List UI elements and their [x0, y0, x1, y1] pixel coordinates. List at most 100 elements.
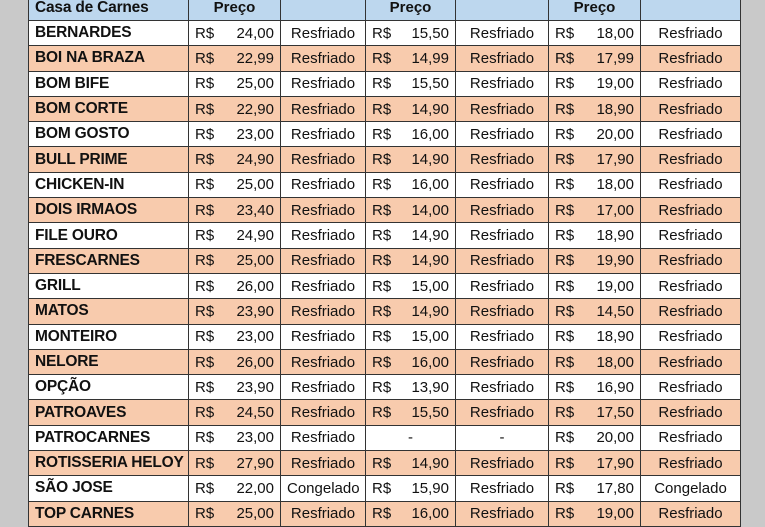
currency-label: R$ — [195, 378, 215, 396]
table-row: BOM CORTE R$ 22,90 Resfriado R$ 14,90 Resfriad… — [28, 95, 741, 123]
price-value: 24,90 — [236, 151, 274, 169]
table-row: BULL PRIME R$ 24,90 Resfriado R$ 14,90 Resfria… — [28, 146, 741, 173]
currency-label: R$ — [195, 479, 215, 497]
price-value: 17,90 — [596, 454, 634, 472]
price-value: 18,00 — [596, 353, 634, 371]
status-cell: Resfriado — [280, 247, 366, 274]
status-cell: Resfriado — [280, 146, 366, 173]
currency-label: R$ — [555, 24, 575, 42]
price-value: 17,50 — [596, 404, 634, 422]
price-cell: R$ 18,00 — [548, 348, 641, 376]
status-cell: Resfriado — [280, 374, 366, 401]
currency-label: R$ — [555, 176, 575, 194]
status-cell: Resfriado — [640, 197, 741, 224]
status-cell: Resfriado — [455, 70, 549, 97]
status-cell: Resfriado — [640, 247, 741, 274]
currency-label: R$ — [372, 201, 392, 219]
price-value: 20,00 — [596, 125, 634, 143]
price-cell: R$ 19,90 — [548, 247, 641, 274]
price-value: 23,00 — [236, 429, 274, 447]
price-value: 14,99 — [411, 49, 449, 67]
price-value: 20,00 — [596, 429, 634, 447]
price-value: 18,00 — [596, 176, 634, 194]
currency-label: R$ — [372, 227, 392, 245]
price-cell: R$ 15,00 — [365, 323, 456, 350]
price-value: 22,90 — [236, 100, 274, 118]
price-cell-empty: - — [365, 424, 456, 452]
status-cell: Resfriado — [640, 424, 741, 452]
currency-label: R$ — [372, 378, 392, 396]
store-name: MATOS — [28, 298, 189, 325]
status-cell: Resfriado — [455, 500, 549, 527]
price-value: 17,99 — [596, 49, 634, 67]
price-cell: R$ 14,90 — [365, 146, 456, 173]
currency-label: R$ — [195, 125, 215, 143]
currency-label: R$ — [555, 454, 575, 472]
price-cell: R$ 24,90 — [188, 146, 281, 173]
header-status-1 — [280, 0, 366, 21]
currency-label: R$ — [195, 227, 215, 245]
price-value: 19,90 — [596, 252, 634, 270]
price-value: 18,00 — [596, 24, 634, 42]
price-value: 15,50 — [411, 24, 449, 42]
price-cell: R$ 14,99 — [365, 45, 456, 72]
price-value: 14,90 — [411, 227, 449, 245]
status-cell: Resfriado — [455, 45, 549, 72]
table-row: MONTEIRO R$ 23,00 Resfriado R$ 15,00 Resfriado… — [28, 323, 741, 350]
table-row: CHICKEN-IN R$ 25,00 Resfriado R$ 16,00 Resfria… — [28, 171, 741, 199]
status-cell: Resfriado — [455, 247, 549, 274]
price-value: 13,90 — [411, 378, 449, 396]
store-name: BOI NA BRAZA — [28, 45, 189, 72]
currency-label: R$ — [372, 505, 392, 523]
store-name: NELORE — [28, 348, 189, 376]
price-value: 27,90 — [236, 454, 274, 472]
header-price-3: Preço — [548, 0, 641, 21]
store-name: GRILL — [28, 272, 189, 300]
currency-label: R$ — [195, 505, 215, 523]
price-value: 17,00 — [596, 201, 634, 219]
table-row: FRESCARNES R$ 25,00 Resfriado R$ 14,90 Resfria… — [28, 247, 741, 274]
currency-label: R$ — [195, 176, 215, 194]
price-table-container: Casa de Carnes Preço Preço Preço BERNARD… — [28, 0, 741, 527]
currency-label: R$ — [372, 49, 392, 67]
price-cell: R$ 19,00 — [548, 272, 641, 300]
price-value: 14,90 — [411, 100, 449, 118]
price-value: 16,90 — [596, 378, 634, 396]
currency-label: R$ — [555, 252, 575, 270]
currency-label: R$ — [372, 252, 392, 270]
price-value: 17,90 — [596, 151, 634, 169]
price-value: 14,90 — [411, 302, 449, 320]
status-cell: Resfriado — [640, 348, 741, 376]
table-row: BOM GOSTO R$ 23,00 Resfriado R$ 16,00 Resfriad… — [28, 121, 741, 148]
status-cell: Resfriado — [280, 450, 366, 477]
price-value: 18,90 — [596, 100, 634, 118]
status-cell: Resfriado — [455, 323, 549, 350]
price-value: 16,00 — [411, 353, 449, 371]
status-cell: Resfriado — [280, 348, 366, 376]
currency-label: R$ — [195, 429, 215, 447]
price-cell: R$ 24,50 — [188, 399, 281, 426]
status-cell: Resfriado — [455, 146, 549, 173]
price-value: 23,00 — [236, 328, 274, 346]
price-cell: R$ 15,50 — [365, 399, 456, 426]
table-row: PATROCARNES R$ 23,00 Resfriado - - R$ 20,00 Resf… — [28, 424, 741, 452]
currency-label: R$ — [555, 75, 575, 93]
price-value: 18,90 — [596, 227, 634, 245]
status-cell: Resfriado — [455, 19, 549, 47]
status-cell: Resfriado — [640, 146, 741, 173]
table-row: SÃO JOSE R$ 22,00 Congelado R$ 15,90 Resfriado… — [28, 475, 741, 502]
currency-label: R$ — [555, 505, 575, 523]
currency-label: R$ — [372, 302, 392, 320]
status-cell: Resfriado — [640, 399, 741, 426]
price-value: 15,90 — [411, 479, 449, 497]
price-cell: R$ 18,90 — [548, 222, 641, 249]
price-cell: R$ 19,00 — [548, 500, 641, 527]
table-row: FILE OURO R$ 24,90 Resfriado R$ 14,90 Resfriad… — [28, 222, 741, 249]
header-price-1: Preço — [188, 0, 281, 21]
price-value: 26,00 — [236, 353, 274, 371]
currency-label: R$ — [555, 429, 575, 447]
price-cell: R$ 25,00 — [188, 171, 281, 199]
status-cell: Resfriado — [455, 171, 549, 199]
table-row: MATOS R$ 23,90 Resfriado R$ 14,90 Resfriado R$ 1… — [28, 298, 741, 325]
currency-label: R$ — [555, 49, 575, 67]
